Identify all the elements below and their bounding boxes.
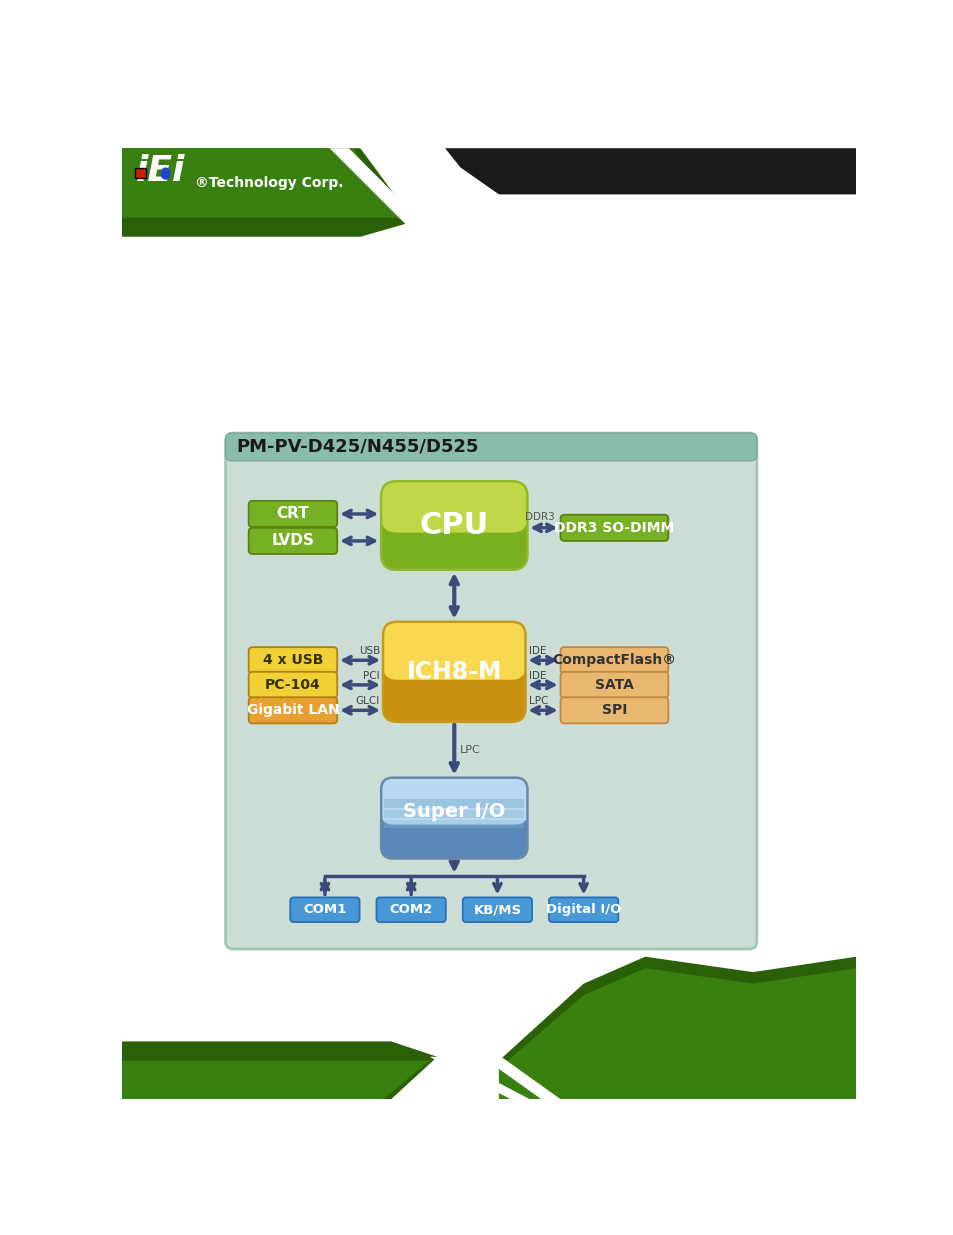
- Text: SATA: SATA: [595, 678, 633, 692]
- Text: DDR3: DDR3: [524, 513, 554, 522]
- Text: CRT: CRT: [276, 506, 309, 521]
- Text: ICH8-M: ICH8-M: [406, 659, 501, 684]
- FancyBboxPatch shape: [384, 810, 524, 818]
- FancyBboxPatch shape: [560, 647, 668, 673]
- Text: IDE: IDE: [528, 671, 545, 680]
- Text: LPC: LPC: [528, 697, 547, 706]
- FancyBboxPatch shape: [290, 898, 359, 923]
- FancyBboxPatch shape: [135, 168, 146, 178]
- Text: Digital I/O: Digital I/O: [545, 903, 620, 916]
- Text: Gigabit LAN: Gigabit LAN: [247, 703, 339, 718]
- Text: CompactFlash®: CompactFlash®: [552, 653, 676, 667]
- FancyBboxPatch shape: [383, 621, 525, 721]
- FancyBboxPatch shape: [548, 898, 618, 923]
- FancyBboxPatch shape: [381, 482, 527, 532]
- FancyBboxPatch shape: [384, 799, 524, 809]
- Polygon shape: [364, 148, 468, 237]
- Text: DDR3 SO-DIMM: DDR3 SO-DIMM: [554, 521, 674, 535]
- Text: SPI: SPI: [601, 703, 626, 718]
- Text: LVDS: LVDS: [272, 534, 314, 548]
- Polygon shape: [121, 1061, 429, 1099]
- Text: 4 x USB: 4 x USB: [262, 653, 323, 667]
- Text: LPC: LPC: [459, 745, 480, 755]
- FancyBboxPatch shape: [462, 898, 532, 923]
- Text: PCI: PCI: [363, 671, 379, 680]
- FancyBboxPatch shape: [126, 153, 330, 216]
- FancyBboxPatch shape: [560, 698, 668, 724]
- Text: CPU: CPU: [419, 511, 488, 540]
- Polygon shape: [121, 148, 414, 237]
- Text: ®Technology Corp.: ®Technology Corp.: [194, 177, 343, 190]
- Text: GLCI: GLCI: [355, 697, 379, 706]
- Polygon shape: [498, 957, 856, 1099]
- Text: PM-PV-D425/N455/D525: PM-PV-D425/N455/D525: [236, 438, 478, 456]
- Polygon shape: [429, 1057, 529, 1099]
- Polygon shape: [444, 148, 856, 194]
- Text: COM1: COM1: [303, 903, 346, 916]
- Polygon shape: [498, 968, 856, 1099]
- FancyBboxPatch shape: [381, 778, 527, 825]
- FancyBboxPatch shape: [249, 501, 336, 527]
- FancyBboxPatch shape: [383, 621, 525, 679]
- Polygon shape: [121, 148, 402, 217]
- Text: Super I/O: Super I/O: [403, 803, 505, 821]
- FancyBboxPatch shape: [381, 778, 527, 858]
- FancyBboxPatch shape: [249, 698, 336, 724]
- FancyBboxPatch shape: [225, 433, 756, 461]
- Text: USB: USB: [358, 646, 379, 656]
- FancyBboxPatch shape: [384, 820, 524, 827]
- Ellipse shape: [160, 168, 171, 180]
- Text: iEi: iEi: [135, 153, 185, 188]
- Polygon shape: [121, 1041, 436, 1099]
- Polygon shape: [329, 148, 436, 237]
- Text: IDE: IDE: [528, 646, 545, 656]
- Text: PC-104: PC-104: [265, 678, 320, 692]
- FancyBboxPatch shape: [381, 482, 527, 569]
- FancyBboxPatch shape: [560, 672, 668, 698]
- FancyBboxPatch shape: [225, 433, 756, 948]
- FancyBboxPatch shape: [249, 647, 336, 673]
- FancyBboxPatch shape: [249, 527, 336, 555]
- Text: KB/MS: KB/MS: [473, 903, 521, 916]
- FancyBboxPatch shape: [249, 672, 336, 698]
- FancyBboxPatch shape: [560, 515, 668, 541]
- FancyBboxPatch shape: [376, 898, 445, 923]
- Polygon shape: [460, 1041, 560, 1099]
- Text: COM2: COM2: [389, 903, 433, 916]
